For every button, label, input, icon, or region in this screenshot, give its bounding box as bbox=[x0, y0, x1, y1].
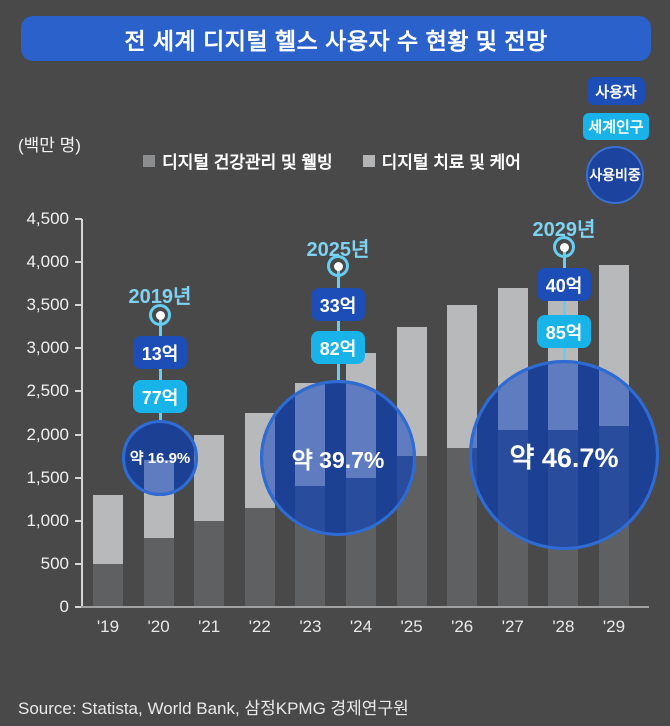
world-population-value-badge: 85억 bbox=[537, 315, 591, 348]
y-axis-line bbox=[81, 219, 83, 607]
y-axis-tick-label: 1,500 bbox=[26, 467, 69, 487]
legend-swatch-care bbox=[362, 154, 375, 167]
legend-label-wellbeing: 디지털 건강관리 및 웰빙 bbox=[162, 153, 333, 172]
y-axis-tick-label: 500 bbox=[40, 553, 69, 573]
x-axis-category-label: '28 bbox=[552, 617, 575, 636]
x-axis-line bbox=[81, 606, 649, 608]
callout-marker-dot bbox=[559, 242, 569, 252]
users-value-badge: 33억 bbox=[311, 288, 365, 321]
bar-segment-care bbox=[447, 305, 478, 448]
y-axis-tick-label: 4,500 bbox=[26, 209, 69, 228]
title-banner: 전 세계 디지털 헬스 사용자 수 현황 및 전망 bbox=[21, 16, 651, 61]
source-note: Source: Statista, World Bank, 삼정KPMG 경제연… bbox=[18, 699, 409, 718]
usage-share-value: 약 46.7% bbox=[509, 442, 619, 473]
bar-segment-care bbox=[194, 434, 225, 521]
callout-marker-dot bbox=[155, 310, 165, 320]
x-axis-category-label: '21 bbox=[198, 617, 221, 636]
y-axis-tick bbox=[75, 347, 82, 350]
callout-marker bbox=[327, 255, 349, 277]
x-axis-category-label: '22 bbox=[248, 617, 271, 636]
x-axis-category-label: '29 bbox=[602, 617, 626, 636]
y-axis-tick bbox=[75, 390, 82, 393]
users-value-badge: 40억 bbox=[537, 268, 591, 301]
page-title: 전 세계 디지털 헬스 사용자 수 현황 및 전망 bbox=[124, 27, 548, 54]
users-value-badge: 13억 bbox=[133, 336, 187, 369]
world-population-value-badge: 77억 bbox=[133, 380, 187, 413]
y-axis-tick-label: 1,000 bbox=[26, 510, 69, 530]
x-axis-category-label: '27 bbox=[501, 617, 524, 636]
legend-label-care: 디지털 치료 및 케어 bbox=[381, 153, 521, 172]
y-axis-tick-label: 3,500 bbox=[26, 295, 69, 315]
y-axis-unit-label: (백만 명) bbox=[18, 136, 81, 155]
legend-item-wellbeing: 디지털 건강관리 및 웰빙 bbox=[143, 148, 333, 173]
x-axis-category-label: '25 bbox=[400, 617, 423, 636]
y-axis-tick bbox=[75, 304, 82, 307]
y-axis-tick-label: 2,000 bbox=[26, 424, 69, 444]
y-axis-tick bbox=[75, 562, 82, 565]
y-axis-tick-label: 0 bbox=[59, 597, 69, 616]
callout-marker bbox=[149, 304, 171, 326]
bar-segment-wellbeing bbox=[93, 563, 123, 607]
callout-marker bbox=[553, 236, 575, 258]
world-population-badge: 세계인구 bbox=[583, 113, 649, 140]
callout-stem bbox=[336, 266, 340, 384]
bar-segment-wellbeing bbox=[194, 520, 225, 607]
bar-segment-care bbox=[93, 494, 123, 564]
usage-share-circle-ring bbox=[469, 360, 659, 550]
legend-swatch-wellbeing bbox=[143, 154, 156, 167]
usage-share-value: 약 16.9% bbox=[129, 450, 191, 468]
chart-legend: 디지털 건강관리 및 웰빙 디지털 치료 및 케어 bbox=[82, 148, 582, 173]
x-axis-category-label: '23 bbox=[299, 617, 322, 636]
usage-share-circle-ring bbox=[122, 420, 198, 496]
x-axis-category-label: '19 bbox=[96, 617, 120, 636]
legend-item-care: 디지털 치료 및 케어 bbox=[362, 148, 521, 173]
y-axis-tick bbox=[75, 519, 82, 522]
callout-stem bbox=[562, 247, 566, 364]
y-axis-tick-label: 2,500 bbox=[26, 381, 69, 401]
callout-stem bbox=[158, 315, 162, 424]
world-population-value-badge: 82억 bbox=[311, 331, 365, 364]
y-axis-tick-label: 3,000 bbox=[26, 338, 69, 358]
x-axis-category-label: '26 bbox=[451, 617, 474, 636]
x-axis-category-label: '24 bbox=[349, 617, 373, 636]
y-axis-tick bbox=[75, 606, 82, 608]
bar-segment-wellbeing bbox=[244, 507, 275, 607]
usage-share-badge: 사용비중 bbox=[586, 146, 644, 204]
y-axis-tick bbox=[75, 261, 82, 264]
callout-marker-dot bbox=[333, 261, 343, 271]
callout-year-label: 2025년 bbox=[306, 239, 370, 261]
x-axis-category-label: '20 bbox=[147, 617, 170, 636]
usage-share-value: 약 39.7% bbox=[291, 447, 385, 474]
usage-share-circle-ring bbox=[260, 380, 416, 536]
y-axis-tick bbox=[75, 433, 82, 436]
y-axis-tick bbox=[75, 476, 82, 479]
callout-year-label: 2019년 bbox=[128, 286, 192, 308]
y-axis-tick bbox=[75, 218, 82, 220]
y-axis-tick-label: 4,000 bbox=[26, 252, 69, 272]
bar-segment-wellbeing bbox=[143, 538, 174, 607]
callout-year-label: 2029년 bbox=[532, 219, 596, 241]
users-badge: 사용자 bbox=[587, 77, 645, 105]
